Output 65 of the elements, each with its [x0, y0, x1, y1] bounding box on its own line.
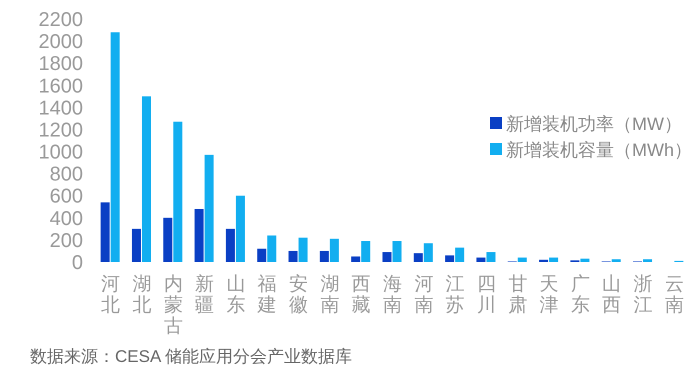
- bar: [236, 196, 245, 262]
- bar: [288, 250, 298, 262]
- x-tick-label: 海南: [383, 274, 402, 316]
- bar: [330, 238, 339, 262]
- bar: [298, 238, 308, 262]
- y-tick-label: 600: [50, 186, 83, 208]
- y-tick-label: 800: [50, 164, 83, 186]
- legend-label: 新增装机容量（MWh）: [506, 140, 692, 160]
- bar: [100, 202, 110, 262]
- bar: [518, 258, 527, 262]
- bar: [204, 154, 214, 262]
- bar: [110, 32, 120, 262]
- x-tick-label: 内蒙古: [164, 274, 183, 337]
- x-tick-label: 广东: [570, 273, 590, 316]
- x-tick-label: 西藏: [352, 274, 371, 316]
- bar: [142, 96, 151, 262]
- bar: [580, 258, 590, 262]
- bar: [392, 241, 402, 262]
- bar: [612, 259, 621, 262]
- legend-label: 新增装机功率（MW）: [506, 114, 682, 134]
- x-tick-label: 山西: [602, 274, 622, 316]
- x-tick-label: 湖南: [320, 274, 340, 316]
- bar: [414, 253, 423, 262]
- bar: [320, 250, 329, 262]
- x-tick-label: 新疆: [195, 273, 214, 316]
- bar: [163, 218, 172, 262]
- y-tick-label: 2200: [38, 9, 83, 31]
- bar: [226, 228, 235, 262]
- x-tick-label: 天津: [540, 274, 559, 316]
- x-tick-label: 甘肃: [508, 274, 528, 316]
- source-note: 数据来源：CESA 储能应用分会产业数据库: [30, 347, 352, 366]
- x-tick-label: 云南: [664, 274, 684, 316]
- y-tick-label: 1800: [38, 53, 83, 76]
- y-tick-label: 400: [50, 208, 83, 230]
- bar: [445, 255, 454, 262]
- x-tick-label: 福建: [256, 274, 277, 316]
- bar: [132, 228, 141, 262]
- x-tick-label: 山东: [226, 274, 246, 316]
- bar: [267, 235, 276, 262]
- bar: [361, 241, 370, 262]
- y-tick-label: 200: [50, 230, 83, 252]
- bar: [173, 122, 182, 262]
- bar: [643, 259, 652, 262]
- y-tick-label: 1600: [38, 75, 83, 98]
- y-tick-label: 1200: [38, 119, 83, 142]
- bar: [382, 252, 392, 262]
- x-tick-label: 江苏: [446, 274, 465, 316]
- y-tick-label: 1400: [38, 97, 83, 120]
- y-tick-label: 1000: [38, 142, 83, 164]
- bar: [424, 243, 433, 262]
- bar: [549, 258, 558, 262]
- x-tick-label: 浙江: [634, 274, 653, 316]
- bar: [476, 258, 486, 262]
- x-tick-label: 河北: [101, 274, 120, 316]
- bar: [257, 248, 266, 262]
- x-tick-label: 湖北: [132, 274, 152, 316]
- bar: [194, 208, 204, 262]
- y-tick-label: 2000: [38, 31, 83, 54]
- bar: [351, 256, 360, 262]
- x-tick-label: 四川: [476, 274, 496, 316]
- x-tick-label: 安徽: [289, 273, 308, 316]
- y-tick-label: 0: [72, 252, 83, 274]
- bar: [486, 252, 496, 262]
- x-tick-label: 河南: [414, 274, 434, 316]
- bar: [455, 248, 464, 262]
